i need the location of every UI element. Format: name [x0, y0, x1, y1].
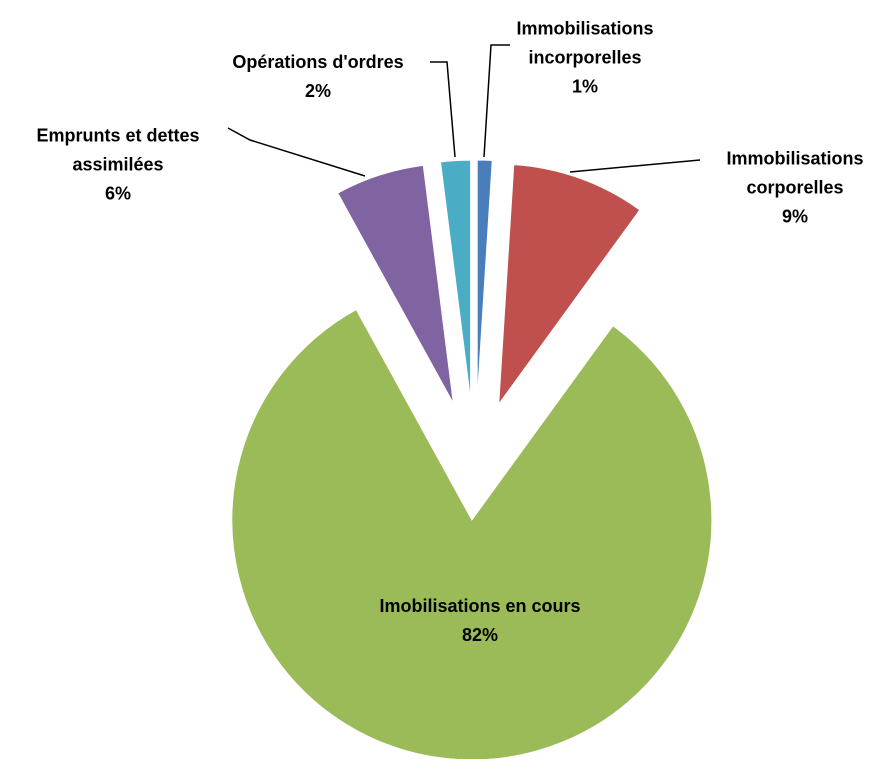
slice-label: Emprunts et dettes assimilées 6%	[11, 122, 226, 209]
category-label: Immobilisations corporelles	[726, 148, 864, 198]
value-label: 9%	[781, 206, 808, 227]
value-label: 2%	[304, 81, 331, 101]
slice-label: Imobilisations en cours 82%	[375, 592, 585, 650]
slice-label: Immobilisations corporelles 9%	[703, 145, 888, 232]
leader-line	[430, 61, 456, 158]
pie-slice	[476, 159, 493, 401]
pie-slice	[498, 164, 641, 406]
category-label: Emprunts et dettes assimilées	[36, 125, 200, 175]
value-label: 6%	[104, 183, 131, 204]
leader-line	[483, 44, 510, 158]
category-label: Opérations d'ordres	[232, 52, 404, 72]
leader-line	[227, 127, 366, 177]
leader-line	[569, 159, 701, 173]
category-label: Immobilisations incorporelles	[516, 18, 654, 68]
slice-label: Immobilisations incorporelles 1%	[500, 15, 670, 102]
pie-slice	[231, 308, 713, 759]
category-label: Imobilisations en cours	[379, 596, 581, 616]
slice-label: Opérations d'ordres 2%	[193, 48, 443, 106]
pie-slice	[439, 159, 472, 401]
pie-slice	[337, 164, 454, 404]
value-label: 82%	[461, 625, 499, 645]
value-label: 1%	[571, 76, 598, 97]
